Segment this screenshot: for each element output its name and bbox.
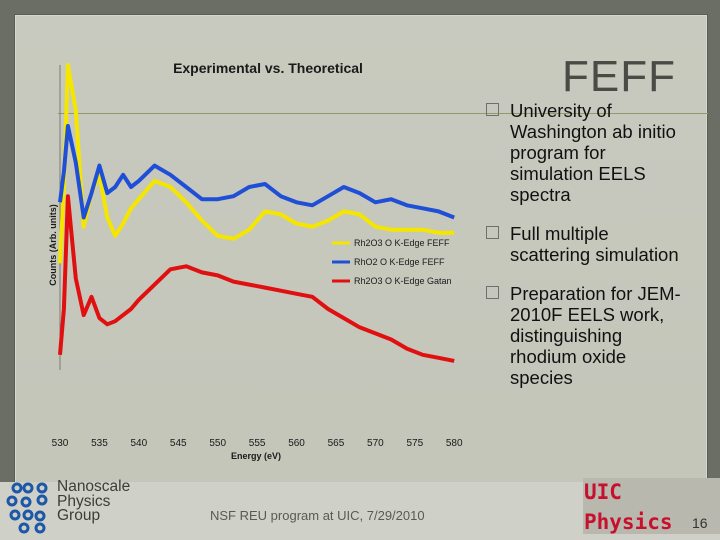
series-line-2 bbox=[58, 194, 455, 363]
x-tick-label: 570 bbox=[367, 438, 384, 449]
bullet-text: University of Washington ab initio progr… bbox=[510, 100, 676, 205]
box-bullet-icon bbox=[486, 286, 499, 299]
x-tick-label: 535 bbox=[91, 438, 108, 449]
page-number: 16 bbox=[692, 515, 708, 531]
bullet-text: Preparation for JEM-2010F EELS work, dis… bbox=[510, 283, 681, 388]
bullet-item: Preparation for JEM-2010F EELS work, dis… bbox=[484, 283, 694, 388]
slide-panel bbox=[14, 14, 708, 528]
bullet-text-part: University of Washington ab initio progr… bbox=[510, 100, 676, 205]
chart-title: Experimental vs. Theoretical bbox=[173, 60, 363, 76]
title-divider bbox=[58, 113, 708, 114]
x-axis-label: Energy (eV) bbox=[231, 451, 281, 461]
box-bullet-icon bbox=[486, 103, 499, 116]
series-line-1 bbox=[58, 124, 455, 220]
bullet-item: Full multiple scattering simulation bbox=[484, 223, 694, 265]
legend-label: Rh2O3 O K-Edge Gatan bbox=[354, 276, 452, 286]
x-tick-label: 580 bbox=[446, 438, 463, 449]
bullet-list: University of Washington ab initio progr… bbox=[484, 100, 694, 406]
x-tick-label: 555 bbox=[249, 438, 266, 449]
series-line-0 bbox=[58, 63, 455, 264]
x-tick-label: 530 bbox=[52, 438, 69, 449]
eels-chart: Experimental vs. Theoretical Counts (Arb.… bbox=[48, 60, 463, 461]
footer-text: NSF REU program at UIC, 7/29/2010 bbox=[210, 508, 425, 523]
logo-line: Group bbox=[57, 507, 101, 524]
legend-label: RhO2 O K-Edge FEFF bbox=[354, 257, 445, 267]
bullet-item: University of Washington ab initio progr… bbox=[484, 100, 694, 205]
physics-label: Physics bbox=[584, 510, 673, 534]
y-axis-label: Counts (Arb. units) bbox=[48, 204, 58, 286]
slide-title: FEFF bbox=[562, 52, 676, 101]
nanoscale-logo bbox=[6, 482, 48, 534]
box-bullet-icon bbox=[486, 226, 499, 239]
uic-badge bbox=[583, 478, 720, 534]
logo-text: Nanoscale Physics Group bbox=[57, 478, 131, 524]
legend-label: Rh2O3 O K-Edge FEFF bbox=[354, 238, 450, 248]
bullet-text: Full multiple scattering simulation bbox=[510, 223, 679, 265]
logo-line: Physics bbox=[57, 492, 111, 510]
x-tick-label: 550 bbox=[209, 438, 226, 449]
x-tick-label: 565 bbox=[328, 438, 345, 449]
x-tick-label: 540 bbox=[131, 438, 148, 449]
x-tick-label: 575 bbox=[406, 438, 423, 449]
x-tick-label: 560 bbox=[288, 438, 305, 449]
logo-line: Nanoscale bbox=[57, 478, 131, 495]
uic-label: UIC bbox=[584, 480, 622, 504]
x-tick-label: 545 bbox=[170, 438, 187, 449]
